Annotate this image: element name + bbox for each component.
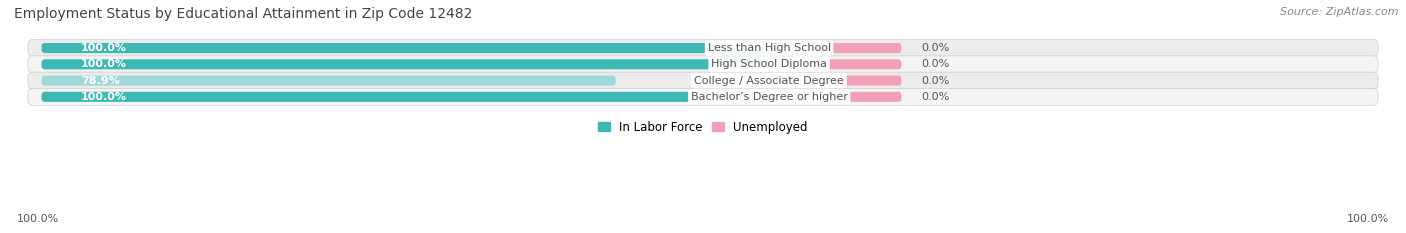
Text: College / Associate Degree: College / Associate Degree (695, 75, 844, 86)
FancyBboxPatch shape (28, 40, 1378, 57)
Text: Source: ZipAtlas.com: Source: ZipAtlas.com (1281, 7, 1399, 17)
Text: 78.9%: 78.9% (82, 75, 120, 86)
Text: 100.0%: 100.0% (17, 214, 59, 224)
Text: 0.0%: 0.0% (921, 92, 949, 102)
Text: 100.0%: 100.0% (1347, 214, 1389, 224)
Text: 100.0%: 100.0% (82, 59, 127, 69)
FancyBboxPatch shape (41, 59, 769, 69)
Text: Less than High School: Less than High School (707, 43, 831, 53)
FancyBboxPatch shape (28, 72, 1378, 89)
FancyBboxPatch shape (769, 92, 901, 102)
Text: 100.0%: 100.0% (82, 43, 127, 53)
FancyBboxPatch shape (41, 92, 769, 102)
Text: 0.0%: 0.0% (921, 43, 949, 53)
FancyBboxPatch shape (41, 43, 769, 53)
FancyBboxPatch shape (28, 88, 1378, 105)
Text: 0.0%: 0.0% (921, 59, 949, 69)
FancyBboxPatch shape (28, 56, 1378, 73)
FancyBboxPatch shape (41, 75, 616, 86)
Text: Employment Status by Educational Attainment in Zip Code 12482: Employment Status by Educational Attainm… (14, 7, 472, 21)
Text: High School Diploma: High School Diploma (711, 59, 827, 69)
Legend: In Labor Force, Unemployed: In Labor Force, Unemployed (593, 116, 813, 138)
FancyBboxPatch shape (769, 75, 901, 86)
Text: Bachelor’s Degree or higher: Bachelor’s Degree or higher (690, 92, 848, 102)
FancyBboxPatch shape (769, 59, 901, 69)
Text: 100.0%: 100.0% (82, 92, 127, 102)
Text: 0.0%: 0.0% (921, 75, 949, 86)
FancyBboxPatch shape (769, 43, 901, 53)
